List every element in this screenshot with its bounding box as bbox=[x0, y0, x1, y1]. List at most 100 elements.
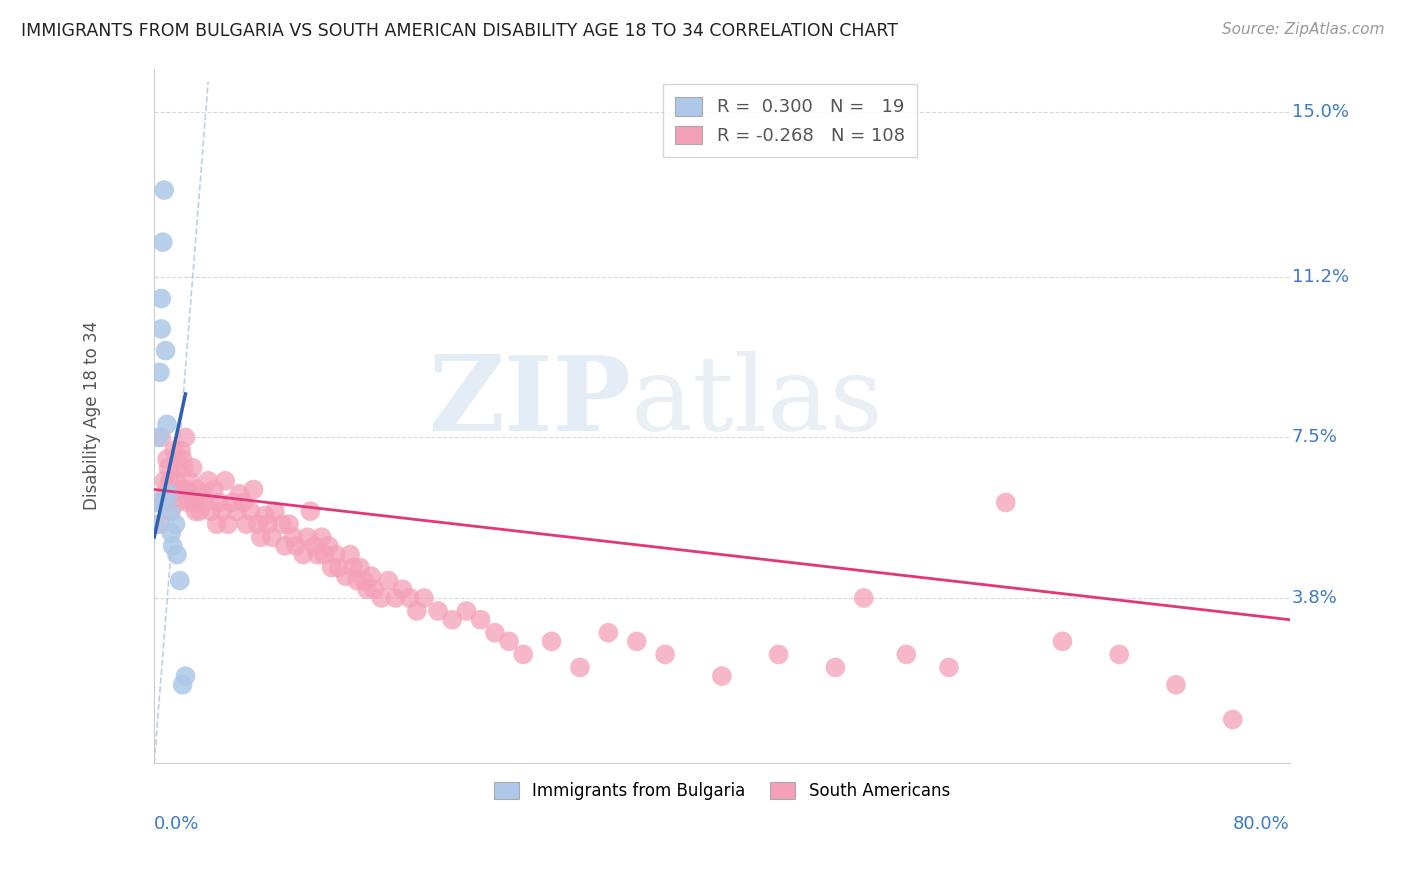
Point bbox=[162, 539, 184, 553]
Point bbox=[271, 517, 294, 532]
Point bbox=[412, 591, 434, 605]
Point bbox=[166, 548, 188, 562]
Point bbox=[153, 474, 176, 488]
Point bbox=[377, 574, 399, 588]
Point bbox=[202, 483, 225, 497]
Point bbox=[166, 495, 188, 509]
Text: ZIP: ZIP bbox=[427, 351, 631, 453]
Text: IMMIGRANTS FROM BULGARIA VS SOUTH AMERICAN DISABILITY AGE 18 TO 34 CORRELATION C: IMMIGRANTS FROM BULGARIA VS SOUTH AMERIC… bbox=[21, 22, 898, 40]
Text: 15.0%: 15.0% bbox=[1292, 103, 1348, 121]
Point bbox=[221, 495, 243, 509]
Point bbox=[470, 613, 492, 627]
Point bbox=[356, 582, 378, 597]
Point bbox=[598, 625, 620, 640]
Point bbox=[235, 517, 257, 532]
Point bbox=[170, 443, 193, 458]
Point bbox=[318, 539, 340, 553]
Point bbox=[183, 495, 205, 509]
Point bbox=[335, 569, 357, 583]
Point bbox=[177, 495, 200, 509]
Legend: Immigrants from Bulgaria, South Americans: Immigrants from Bulgaria, South American… bbox=[486, 775, 956, 806]
Point bbox=[169, 483, 191, 497]
Point bbox=[249, 530, 271, 544]
Point bbox=[179, 474, 201, 488]
Point bbox=[172, 452, 194, 467]
Text: 3.8%: 3.8% bbox=[1292, 589, 1337, 607]
Point bbox=[512, 648, 534, 662]
Point bbox=[994, 495, 1017, 509]
Point bbox=[256, 517, 278, 532]
Point bbox=[353, 574, 375, 588]
Point bbox=[160, 504, 183, 518]
Point bbox=[246, 517, 269, 532]
Point bbox=[768, 648, 790, 662]
Point bbox=[149, 365, 172, 379]
Point bbox=[391, 582, 413, 597]
Point bbox=[169, 574, 191, 588]
Point bbox=[194, 495, 217, 509]
Point bbox=[346, 574, 368, 588]
Point bbox=[191, 487, 214, 501]
Point bbox=[852, 591, 875, 605]
Text: Disability Age 18 to 34: Disability Age 18 to 34 bbox=[83, 321, 101, 510]
Point bbox=[153, 183, 176, 197]
Point bbox=[174, 669, 197, 683]
Point bbox=[162, 487, 184, 501]
Point bbox=[167, 460, 190, 475]
Point bbox=[304, 539, 326, 553]
Point bbox=[200, 504, 222, 518]
Point bbox=[278, 517, 301, 532]
Point bbox=[152, 495, 174, 509]
Point bbox=[285, 539, 308, 553]
Point bbox=[184, 504, 207, 518]
Point bbox=[165, 517, 187, 532]
Point bbox=[1222, 713, 1244, 727]
Point bbox=[146, 495, 169, 509]
Point bbox=[150, 322, 173, 336]
Point bbox=[938, 660, 960, 674]
Point bbox=[186, 483, 208, 497]
Point bbox=[260, 530, 283, 544]
Point bbox=[626, 634, 648, 648]
Point bbox=[398, 591, 420, 605]
Point bbox=[360, 569, 382, 583]
Text: Source: ZipAtlas.com: Source: ZipAtlas.com bbox=[1222, 22, 1385, 37]
Point bbox=[157, 487, 180, 501]
Point bbox=[155, 343, 177, 358]
Point bbox=[217, 517, 239, 532]
Point bbox=[484, 625, 506, 640]
Point bbox=[1108, 648, 1130, 662]
Point bbox=[370, 591, 392, 605]
Point bbox=[149, 517, 172, 532]
Point bbox=[654, 648, 676, 662]
Point bbox=[568, 660, 591, 674]
Point bbox=[157, 460, 180, 475]
Point bbox=[211, 504, 233, 518]
Point bbox=[163, 443, 186, 458]
Point bbox=[342, 560, 364, 574]
Point bbox=[181, 460, 204, 475]
Text: 80.0%: 80.0% bbox=[1233, 815, 1289, 833]
Point bbox=[159, 504, 181, 518]
Point bbox=[263, 504, 285, 518]
Point bbox=[1052, 634, 1074, 648]
Point bbox=[292, 548, 315, 562]
Point bbox=[321, 560, 343, 574]
Point bbox=[283, 530, 305, 544]
Point bbox=[159, 474, 181, 488]
Point bbox=[172, 678, 194, 692]
Point bbox=[148, 430, 170, 444]
Point bbox=[146, 495, 169, 509]
Point bbox=[824, 660, 846, 674]
Point bbox=[339, 548, 361, 562]
Point bbox=[274, 539, 297, 553]
Point bbox=[197, 474, 219, 488]
Point bbox=[205, 517, 228, 532]
Point bbox=[363, 582, 385, 597]
Point bbox=[156, 452, 179, 467]
Point bbox=[896, 648, 918, 662]
Point bbox=[384, 591, 406, 605]
Text: 0.0%: 0.0% bbox=[155, 815, 200, 833]
Point bbox=[540, 634, 562, 648]
Point bbox=[228, 487, 250, 501]
